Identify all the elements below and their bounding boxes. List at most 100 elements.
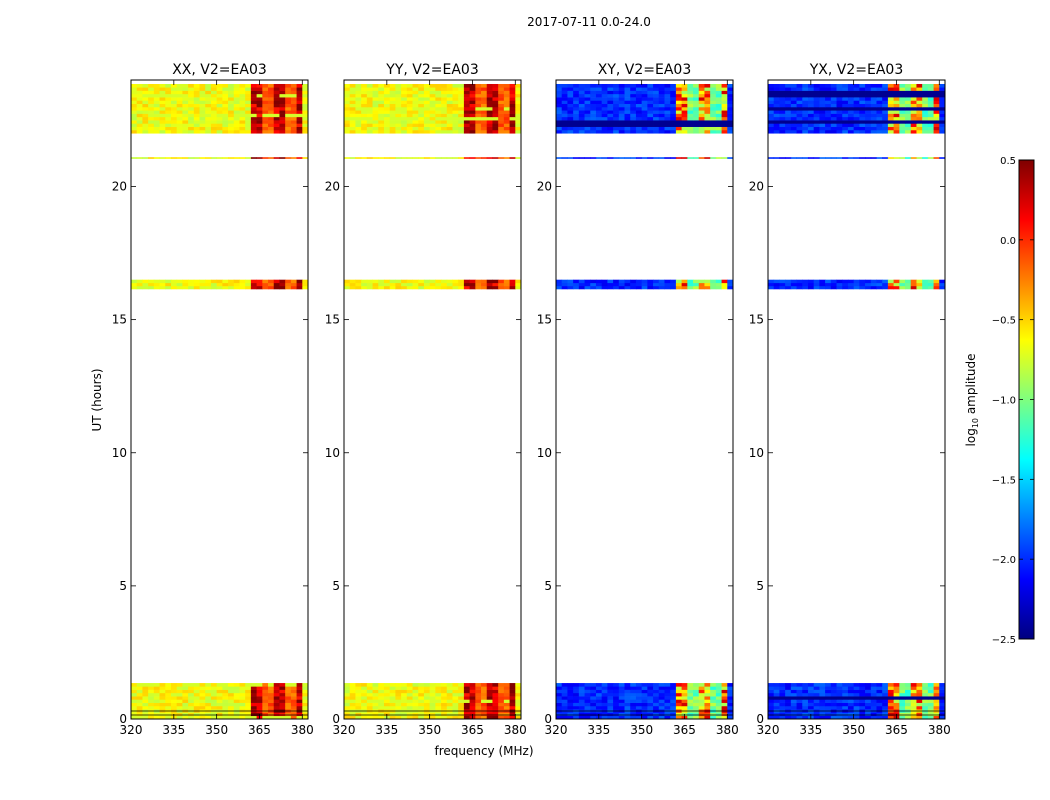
x-tick-label: 320 — [120, 723, 143, 737]
heatmap-cell — [802, 282, 809, 287]
heatmap-cell — [773, 123, 780, 127]
heatmap-cell — [475, 83, 482, 88]
heatmap-cell — [452, 282, 459, 287]
heatmap-cell — [481, 83, 488, 88]
heatmap-cell — [199, 83, 206, 88]
heatmap-cell — [613, 120, 620, 124]
heatmap-cell — [870, 116, 877, 121]
heatmap-cell — [222, 97, 229, 101]
heatmap-cell — [452, 129, 459, 134]
heatmap-cell — [899, 696, 906, 700]
heatmap-cell — [613, 282, 620, 287]
heatmap-cell — [647, 123, 654, 127]
heatmap-cell — [361, 123, 368, 127]
heatmap-cell — [182, 683, 189, 687]
heatmap-cell — [268, 126, 275, 131]
heatmap-cell — [165, 699, 172, 703]
heatmap-cell — [285, 90, 292, 95]
heatmap-cell — [435, 699, 442, 703]
heatmap-cell — [876, 106, 883, 111]
heatmap-cell — [578, 110, 585, 114]
heatmap-cell — [349, 87, 356, 91]
heatmap-cell — [285, 116, 292, 121]
heatmap-cell — [355, 282, 362, 287]
heatmap-cell — [302, 686, 308, 690]
heatmap-cell — [567, 157, 574, 159]
heatmap-cell — [905, 696, 912, 700]
heatmap-cell — [768, 715, 775, 719]
heatmap-cell — [584, 97, 591, 101]
heatmap-cell — [302, 83, 308, 88]
heatmap-cell — [704, 93, 711, 98]
heatmap-cell — [721, 285, 728, 290]
heatmap-cell — [423, 686, 431, 690]
heatmap-cell — [704, 113, 711, 118]
heatmap-cell — [613, 126, 620, 131]
heatmap-cell — [681, 90, 688, 95]
heatmap-cell — [355, 129, 362, 134]
heatmap-cell — [435, 282, 442, 287]
heatmap-cell — [210, 116, 218, 121]
heatmap-cell — [802, 103, 809, 108]
heatmap-cell — [452, 100, 459, 104]
heatmap-cell — [578, 90, 585, 95]
heatmap-cell — [458, 87, 465, 91]
heatmap-cell — [830, 157, 837, 159]
heatmap-cell — [503, 705, 510, 710]
heatmap-cell — [847, 285, 855, 290]
heatmap-cell — [882, 120, 889, 124]
heatmap-cell — [607, 689, 614, 694]
heatmap-cell — [567, 686, 574, 690]
heatmap-cell — [503, 116, 510, 121]
heatmap-cell — [595, 699, 603, 703]
heatmap-cell — [452, 106, 459, 111]
heatmap-cell — [910, 103, 917, 108]
heatmap-cell — [825, 116, 832, 121]
heatmap-cell — [865, 696, 872, 700]
heatmap-cell — [658, 705, 665, 710]
heatmap-cell — [698, 282, 705, 287]
heatmap-cell — [847, 692, 855, 697]
heatmap-cell — [658, 116, 665, 121]
heatmap-cell — [492, 83, 499, 88]
heatmap-cell — [273, 87, 280, 91]
heatmap-cell — [216, 90, 223, 95]
heatmap-cell — [463, 699, 471, 703]
heatmap-cell — [658, 715, 665, 719]
heatmap-cell — [503, 282, 510, 287]
heatmap-cell — [418, 282, 425, 287]
heatmap-cell — [210, 683, 218, 687]
heatmap-cell — [355, 689, 362, 694]
heatmap-cell — [239, 116, 246, 121]
heatmap-cell — [136, 120, 143, 124]
heatmap-cell — [406, 93, 413, 98]
heatmap-cell — [199, 113, 206, 118]
heatmap-cell — [193, 282, 200, 287]
heatmap-cell — [228, 126, 235, 131]
heatmap-cell — [584, 689, 591, 694]
heatmap-cell — [285, 282, 292, 287]
heatmap-cell — [647, 712, 654, 717]
heatmap-cell — [721, 87, 728, 91]
heatmap-cell — [250, 705, 258, 710]
heatmap-cell — [882, 692, 889, 697]
heatmap-cell — [372, 106, 379, 111]
heatmap-cell — [905, 126, 912, 131]
heatmap-cell — [779, 692, 786, 697]
heatmap-cell — [681, 696, 688, 700]
heatmap-cell — [210, 113, 218, 118]
heatmap-cell — [704, 689, 711, 694]
heatmap-cell — [836, 97, 843, 101]
heatmap-cell — [687, 715, 694, 719]
heatmap-cell — [893, 129, 900, 134]
heatmap-cell — [842, 113, 849, 118]
heatmap-cell — [469, 113, 476, 118]
heatmap-cell — [262, 696, 269, 700]
heatmap-cell — [556, 123, 563, 127]
heatmap-cell — [435, 715, 442, 719]
heatmap-cell — [148, 282, 155, 287]
heatmap-cell — [618, 683, 625, 687]
heatmap-cell — [802, 90, 809, 95]
heatmap-cell — [561, 129, 568, 134]
